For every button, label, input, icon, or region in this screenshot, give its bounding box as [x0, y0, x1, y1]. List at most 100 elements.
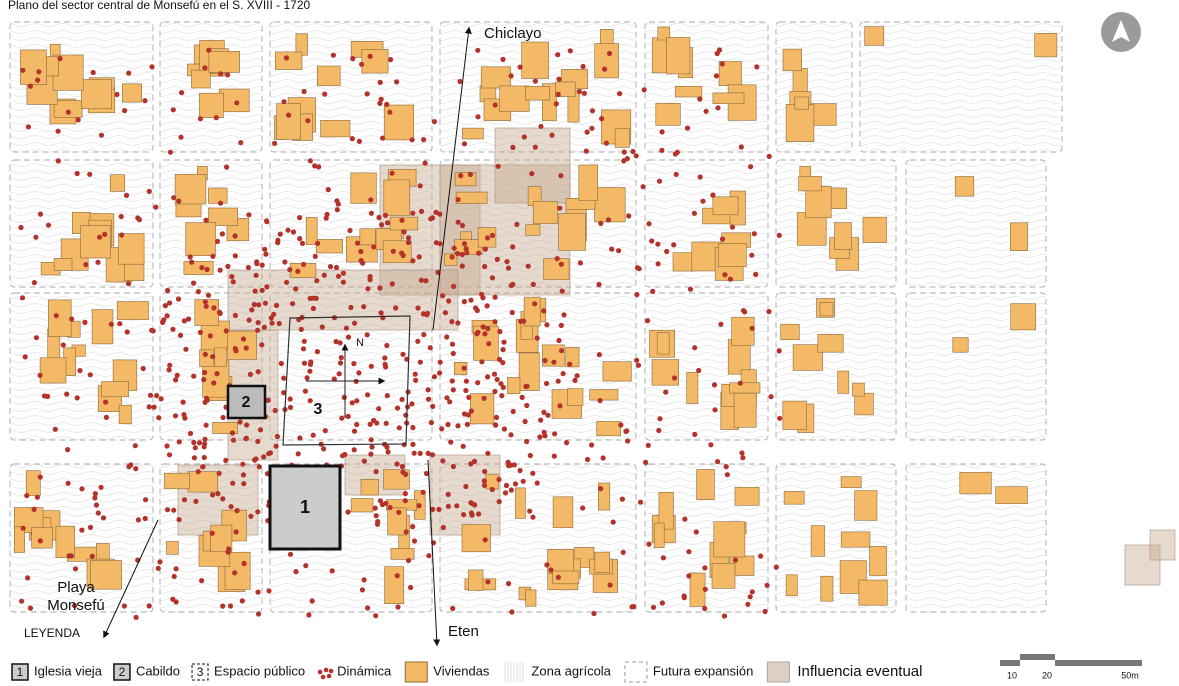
dynamic-dot	[485, 374, 491, 380]
dynamic-dot	[167, 362, 173, 368]
dynamic-dot	[664, 248, 670, 255]
legend-swatch	[191, 663, 209, 681]
dynamic-dot	[382, 355, 388, 361]
dynamic-dot	[277, 231, 283, 237]
dynamic-dot	[25, 575, 31, 581]
dynamic-dot	[255, 589, 261, 595]
house	[656, 332, 670, 355]
dynamic-dot	[173, 599, 179, 605]
dynamic-dot	[482, 537, 488, 543]
dynamic-dot	[584, 129, 590, 135]
dynamic-dot	[740, 455, 746, 461]
dynamic-dot	[630, 148, 636, 155]
dynamic-dot	[672, 151, 679, 157]
dynamic-dot	[211, 305, 217, 311]
dynamic-dot	[468, 297, 474, 303]
dynamic-dot	[230, 480, 236, 486]
dynamic-dot	[469, 512, 475, 518]
dynamic-dot	[365, 392, 371, 398]
dynamic-dot	[439, 426, 445, 432]
dynamic-dot	[445, 421, 451, 428]
dynamic-dot	[700, 198, 706, 204]
dynamic-dot	[297, 215, 303, 221]
dynamic-dot	[510, 281, 516, 287]
dynamic-dot	[351, 361, 357, 367]
dynamic-dot	[314, 349, 320, 355]
dynamic-dot	[508, 73, 514, 79]
dynamic-dot	[205, 292, 212, 298]
dynamic-dot	[501, 426, 507, 432]
dynamic-dot	[149, 64, 155, 70]
dynamic-dot	[255, 320, 261, 326]
dynamic-dot	[476, 250, 482, 256]
dynamic-dot	[421, 137, 427, 143]
dynamic-dot	[766, 153, 772, 159]
dynamic-dot	[455, 423, 461, 429]
dynamic-dot	[341, 394, 347, 400]
dynamic-dot	[649, 238, 655, 244]
dynamic-dot	[367, 421, 373, 427]
house	[810, 525, 825, 557]
dynamic-dot	[162, 303, 168, 309]
dynamic-dot	[480, 295, 486, 301]
house	[696, 469, 715, 501]
dynamic-dot	[500, 56, 506, 63]
dynamic-dot	[389, 170, 395, 176]
dynamic-dot	[307, 398, 313, 404]
houses	[14, 26, 1058, 607]
dynamic-dot	[549, 132, 555, 138]
dynamic-dot	[232, 570, 238, 576]
dynamic-dot	[371, 417, 377, 424]
dynamic-dot	[243, 436, 249, 442]
house	[208, 187, 228, 204]
dynamic-dot	[387, 109, 393, 115]
number-label: 2	[242, 394, 251, 411]
dynamic-dot	[403, 412, 409, 418]
house	[25, 470, 41, 496]
house	[672, 252, 694, 272]
dynamic-dot	[202, 436, 208, 442]
dynamic-dot	[567, 48, 573, 54]
house	[532, 201, 558, 224]
legend-swatch-dot	[326, 673, 332, 679]
dynamic-dot	[718, 321, 724, 327]
dynamic-dot	[426, 553, 432, 559]
north-label: N	[356, 337, 364, 349]
dynamic-dot	[713, 73, 720, 79]
dynamic-dot	[384, 342, 390, 349]
dynamic-dot	[297, 236, 303, 242]
dynamic-dot	[634, 357, 640, 363]
dynamic-dot	[500, 360, 506, 366]
dynamic-dot	[89, 553, 95, 559]
house	[567, 388, 584, 406]
dynamic-dot	[500, 347, 506, 353]
dynamic-dot	[192, 445, 198, 451]
dynamic-dot	[275, 240, 281, 246]
dynamic-dot	[447, 399, 453, 405]
dynamic-dot	[230, 279, 236, 285]
dynamic-dot	[244, 422, 250, 428]
dynamic-dot	[431, 119, 437, 125]
dynamic-dot	[502, 490, 509, 496]
house	[360, 478, 379, 496]
dynamic-dot	[262, 300, 268, 306]
dynamic-dot	[451, 283, 457, 289]
dynamic-dot	[463, 483, 469, 490]
dynamic-dot	[335, 201, 341, 207]
legend-swatch	[113, 663, 131, 681]
dynamic-dot	[468, 408, 474, 414]
dynamic-dot	[65, 480, 71, 486]
dynamic-dot	[682, 516, 688, 522]
dynamic-dot	[430, 403, 436, 409]
road-arrow	[432, 26, 472, 331]
house	[785, 104, 815, 143]
dynamic-dot	[93, 502, 100, 508]
dynamic-dot	[382, 212, 389, 218]
dynamic-dot	[215, 491, 221, 497]
dynamic-dot	[206, 47, 212, 53]
dynamic-dot	[367, 53, 373, 59]
dynamic-dot	[395, 604, 401, 610]
dynamic-dot	[455, 197, 461, 203]
dynamic-dot	[559, 348, 565, 354]
dynamic-dot	[143, 497, 149, 503]
